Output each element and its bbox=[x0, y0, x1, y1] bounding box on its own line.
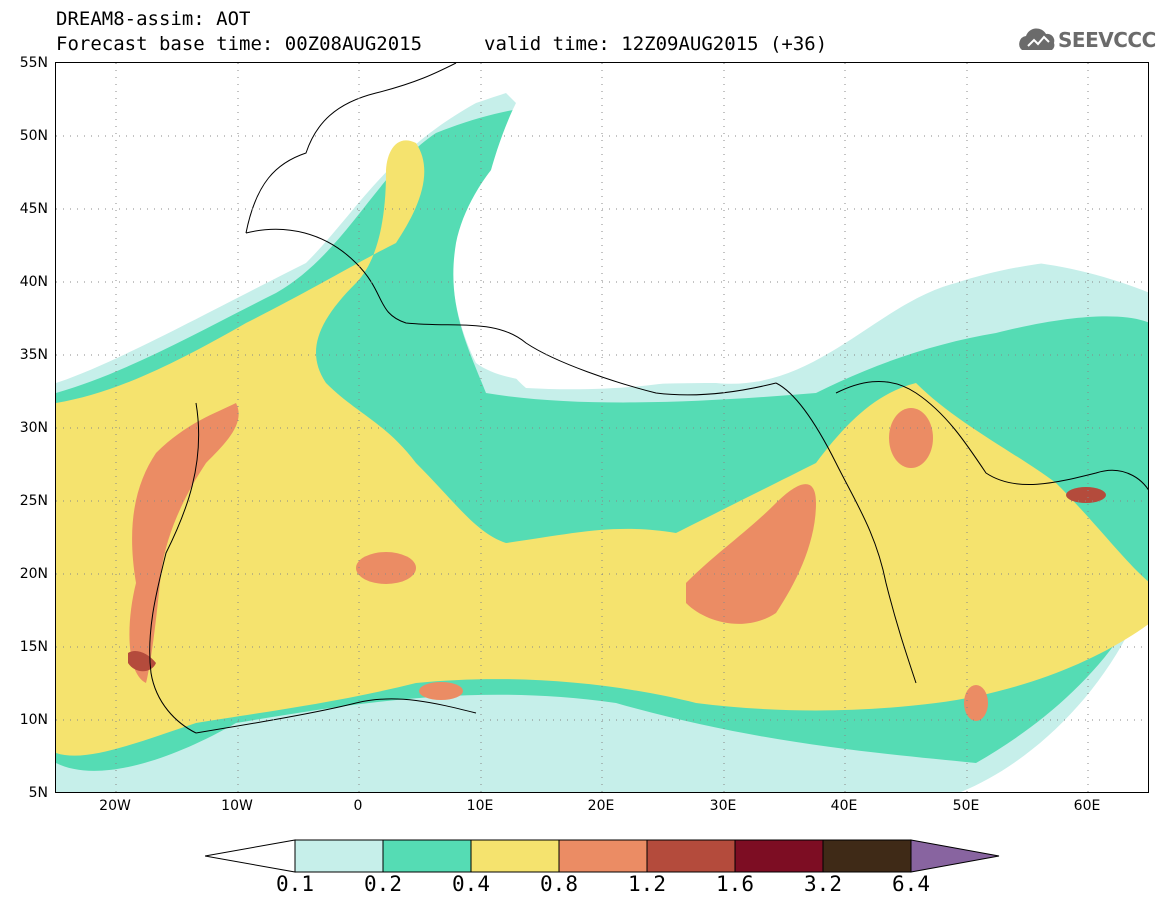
colorbar-bin-7 bbox=[822, 839, 912, 873]
cloud-icon bbox=[1019, 28, 1055, 50]
colorbar-label-6.4: 6.4 bbox=[892, 872, 930, 896]
colorbar-bin-3 bbox=[470, 839, 560, 873]
lat-label-25n: 25N bbox=[19, 493, 48, 509]
colorbar-bin-2 bbox=[382, 839, 472, 873]
lon-label-10e: 10E bbox=[466, 798, 494, 814]
colorbar-label-3.2: 3.2 bbox=[804, 872, 842, 896]
colorbar-label-1.6: 1.6 bbox=[716, 872, 754, 896]
lon-label-20w: 20W bbox=[99, 798, 131, 814]
lon-label-10w: 10W bbox=[221, 798, 253, 814]
colorbar-over-arrow bbox=[910, 839, 1000, 873]
map-panel bbox=[55, 62, 1149, 793]
chart-title: DREAM8-assim: AOT bbox=[56, 8, 251, 30]
lat-label-30n: 30N bbox=[19, 420, 48, 436]
valid-time: valid time: 12Z09AUG2015 (+36) bbox=[484, 33, 828, 55]
lon-label-50e: 50E bbox=[952, 798, 980, 814]
colorbar-label-0.1: 0.1 bbox=[276, 872, 314, 896]
lat-label-50n: 50N bbox=[19, 128, 48, 144]
aot-contour-11 bbox=[964, 685, 988, 721]
lat-label-20n: 20N bbox=[19, 566, 48, 582]
lat-label-45n: 45N bbox=[19, 201, 48, 217]
lat-label-40n: 40N bbox=[19, 274, 48, 290]
aot-contour-04 bbox=[129, 403, 239, 683]
lat-label-15n: 15N bbox=[19, 639, 48, 655]
colorbar-bin-5 bbox=[646, 839, 736, 873]
aot-contour-09 bbox=[889, 408, 933, 468]
colorbar-bin-6 bbox=[734, 839, 824, 873]
aot-contour-07 bbox=[356, 552, 416, 584]
lon-label-60e: 60E bbox=[1073, 798, 1101, 814]
aot-contour-06 bbox=[686, 484, 816, 624]
colorbar-label-1.2: 1.2 bbox=[628, 872, 666, 896]
colorbar-label-0.2: 0.2 bbox=[364, 872, 402, 896]
lat-label-35n: 35N bbox=[19, 347, 48, 363]
lon-label-0: 0 bbox=[353, 798, 363, 814]
aot-contour-05 bbox=[128, 651, 156, 672]
lon-label-40e: 40E bbox=[830, 798, 858, 814]
colorbar-bin-4 bbox=[558, 839, 648, 873]
coastlines bbox=[149, 63, 1148, 734]
colorbar-bin-1 bbox=[294, 839, 384, 873]
lat-label-5n: 5N bbox=[28, 785, 48, 801]
aot-clear-europe bbox=[476, 63, 1148, 390]
colorbar-label-0.4: 0.4 bbox=[452, 872, 490, 896]
colorbar-label-0.8: 0.8 bbox=[540, 872, 578, 896]
lat-label-55n: 55N bbox=[19, 55, 48, 71]
forecast-base-time: Forecast base time: 00Z08AUG2015 bbox=[56, 33, 423, 55]
lon-label-20e: 20E bbox=[587, 798, 615, 814]
aot-contour-10 bbox=[1066, 487, 1106, 503]
colorbar-under-arrow bbox=[205, 839, 296, 873]
colorbar bbox=[205, 839, 1000, 873]
aot-contour-08 bbox=[419, 682, 463, 700]
lat-label-10n: 10N bbox=[19, 712, 48, 728]
graticule bbox=[56, 63, 1148, 792]
lon-label-30e: 30E bbox=[709, 798, 737, 814]
aot-contour-03 bbox=[56, 140, 1148, 756]
logo-text: SEEVCCC bbox=[1058, 28, 1156, 52]
aot-map bbox=[56, 63, 1148, 792]
